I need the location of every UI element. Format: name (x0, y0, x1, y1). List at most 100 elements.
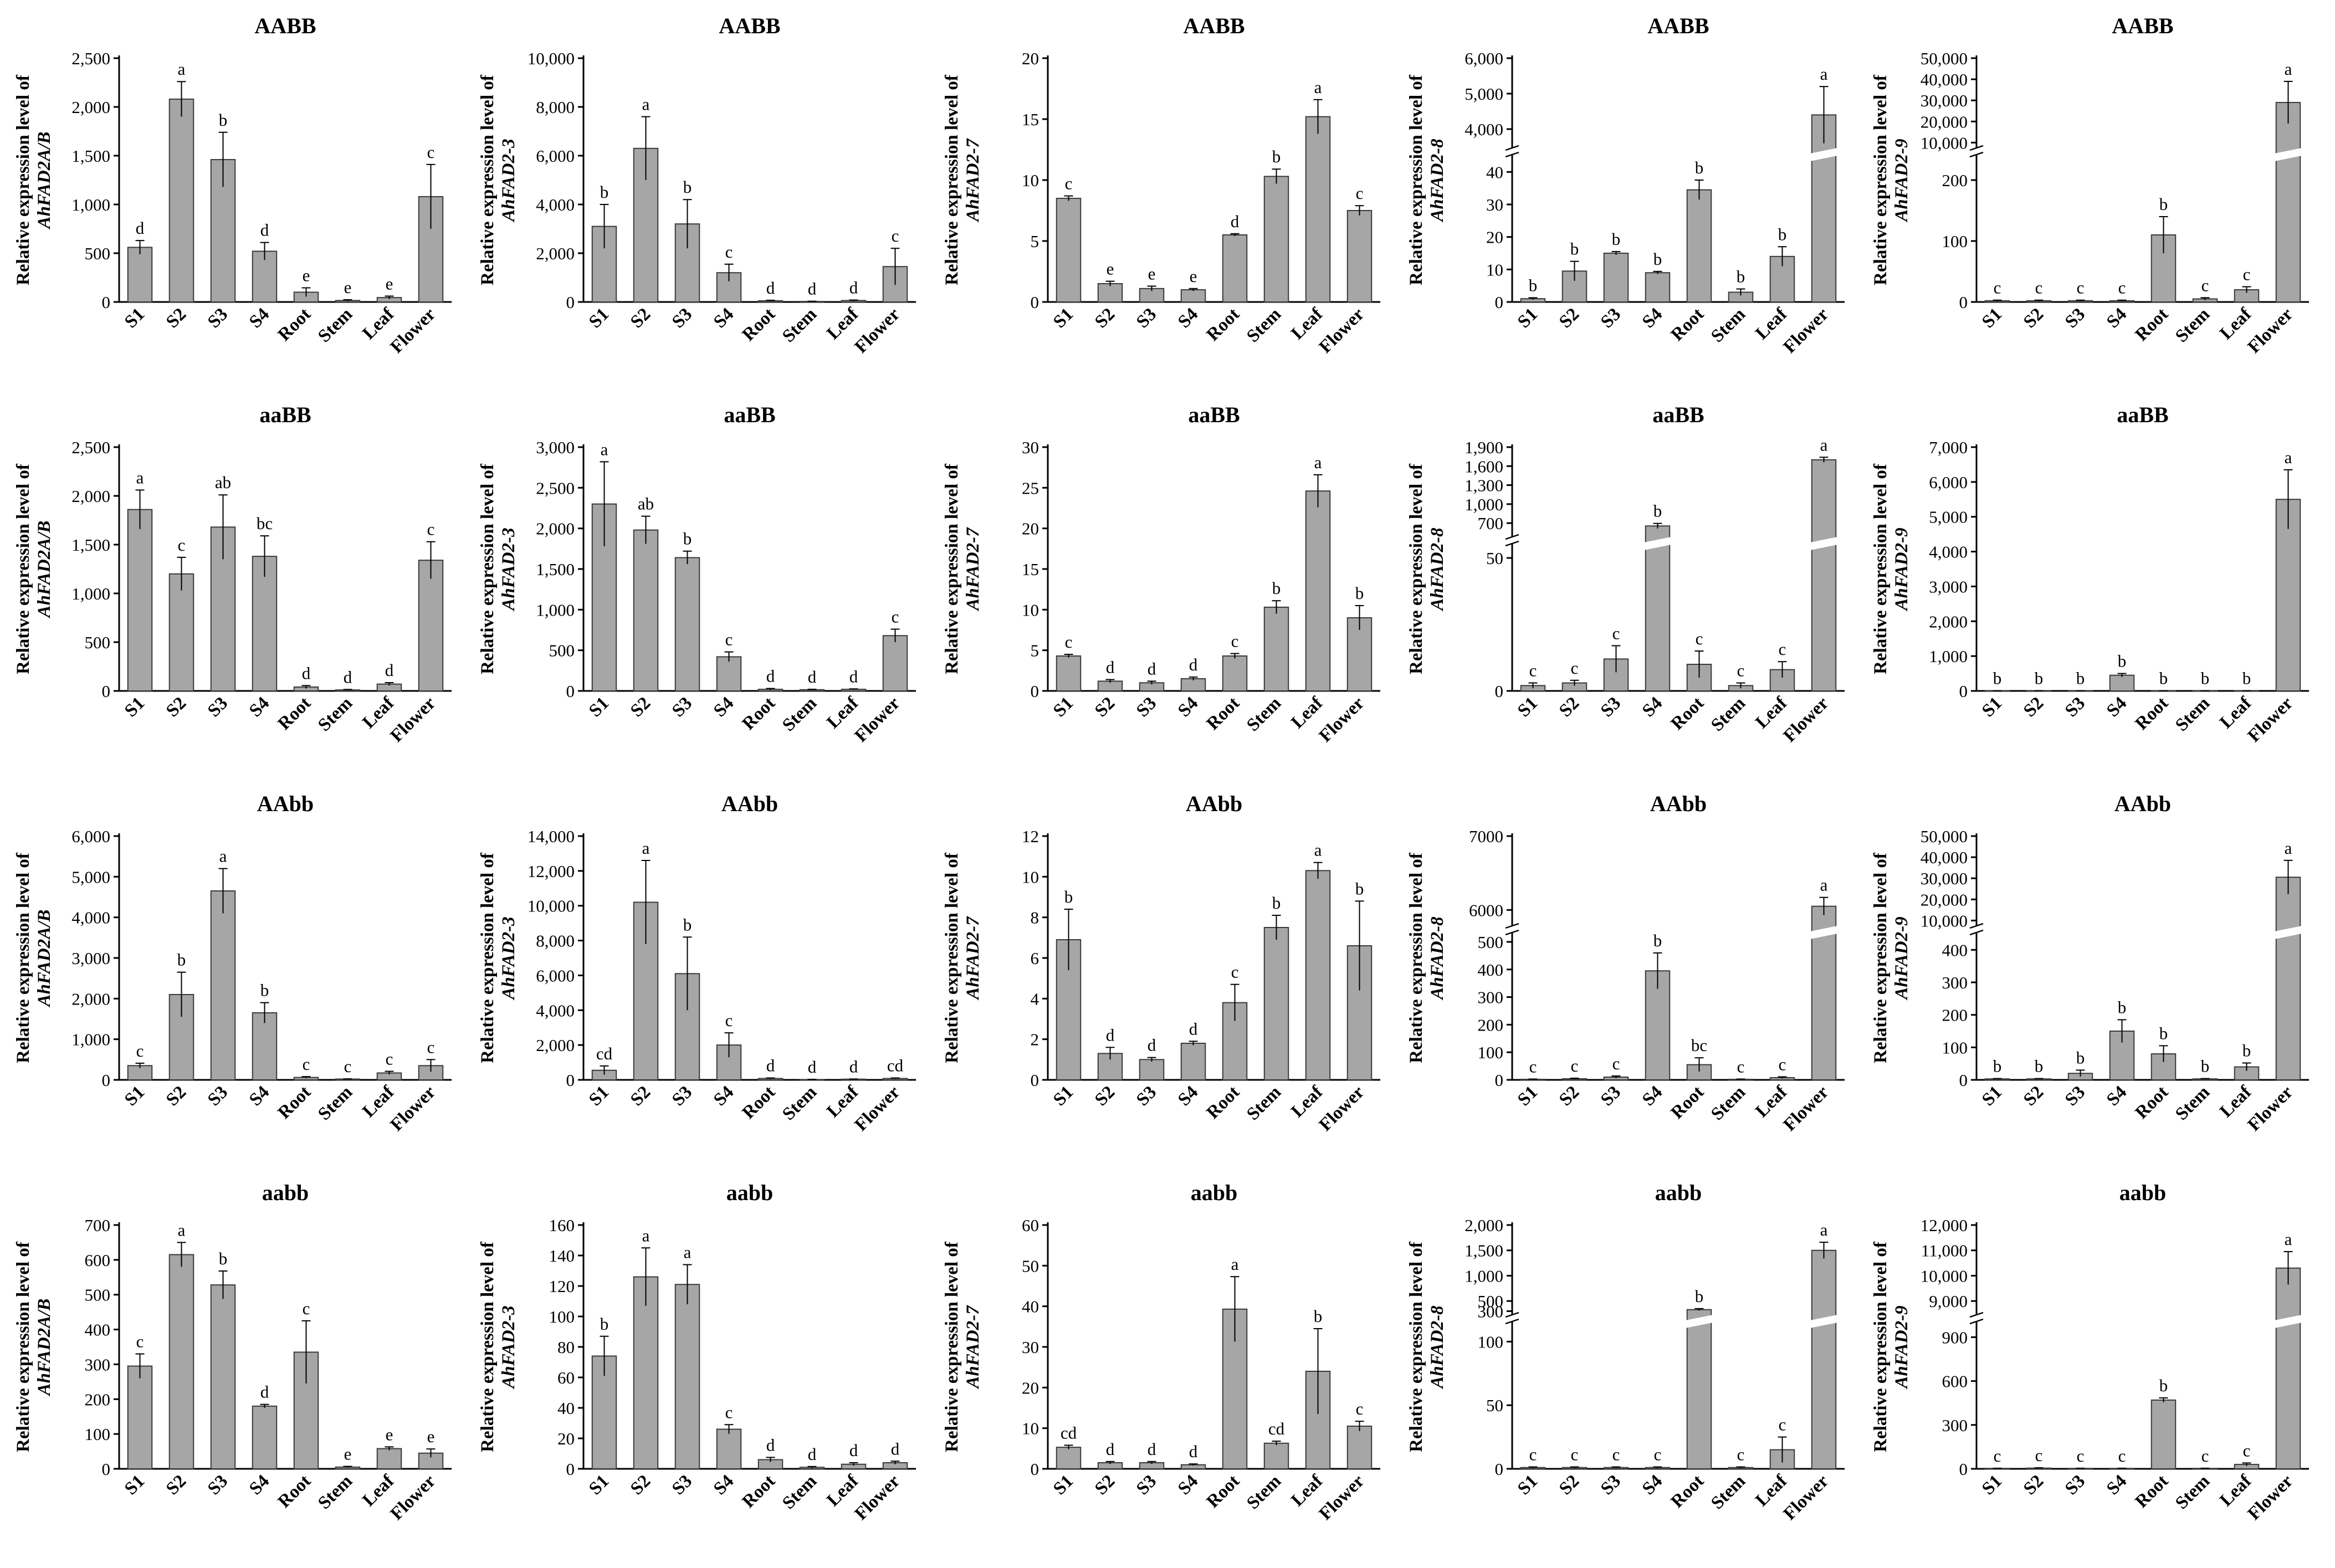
chart-title: aabb (726, 1180, 774, 1205)
x-tick-label: S2 (162, 1471, 190, 1499)
significance-letter: c (2035, 278, 2043, 298)
y-tick-label: 10 (1486, 260, 1503, 279)
x-tick-label: Root (1667, 304, 1708, 345)
x-tick-label: S1 (121, 1082, 149, 1110)
y-tick-label: 11,000 (1921, 1241, 1968, 1260)
bar-break-gap (2274, 1315, 2302, 1328)
y-tick-label: 1,500 (71, 535, 110, 555)
bar (376, 1448, 402, 1469)
bar (1263, 927, 1289, 1080)
x-tick-label: S2 (1555, 693, 1583, 721)
x-tick-label: S4 (245, 693, 273, 721)
chart-panel: AAbb Relative expression level of AhFAD2-7… (942, 791, 1380, 1135)
y-tick-label: 50,000 (1921, 49, 1968, 68)
significance-letter: c (2035, 1446, 2043, 1465)
y-tick-label: 1,500 (536, 560, 575, 579)
y-axis-label: Relative expression level of (478, 1241, 498, 1452)
significance-letter: a (642, 1226, 650, 1245)
y-axis-gene-label: AhFAD2-3 (499, 916, 519, 1000)
y-tick-label: 2,000 (71, 486, 110, 506)
y-tick-label: 4,000 (1929, 542, 1968, 562)
significance-letter: b (1695, 1287, 1704, 1306)
significance-letter: c (1571, 1056, 1579, 1075)
x-tick-label: S2 (627, 304, 654, 332)
y-axis-gene-label: AhFAD2-3 (499, 527, 519, 611)
y-tick-label: 0 (566, 1459, 575, 1479)
bar-break-gap (1810, 926, 1838, 939)
significance-letter: b (2242, 1041, 2251, 1060)
y-tick-label: 100 (1942, 232, 1968, 251)
y-tick-label: 15 (1022, 560, 1039, 579)
y-tick-label: 500 (85, 633, 111, 652)
y-tick-label: 400 (85, 1320, 111, 1340)
y-tick-label: 4,000 (536, 1001, 575, 1020)
y-tick-label: 20 (1022, 1378, 1039, 1397)
significance-letter: c (427, 1037, 435, 1057)
x-tick-label: S2 (162, 1082, 190, 1110)
x-tick-label: S3 (1133, 693, 1160, 721)
x-tick-label: S2 (627, 1471, 654, 1499)
y-tick-label: 100 (85, 1424, 111, 1444)
chart-panel: AABB Relative expression level of AhFAD2A/… (13, 13, 452, 357)
x-tick-label: Flower (1780, 1082, 1832, 1135)
y-tick-label: 15 (1022, 110, 1039, 129)
y-tick-label: 0 (102, 681, 111, 701)
significance-letter: b (683, 177, 692, 197)
bar (882, 635, 908, 691)
y-tick-label: 0 (1959, 293, 1968, 312)
x-tick-label: S1 (1049, 304, 1077, 332)
bar (716, 1428, 742, 1469)
y-tick-label: 10 (1022, 1419, 1039, 1438)
y-axis-label: Relative expression level of (478, 74, 498, 285)
bar (1603, 253, 1629, 303)
x-tick-label: S4 (2103, 1471, 2131, 1499)
y-tick-label: 10 (1022, 600, 1039, 619)
y-axis-gene-label: AhFAD2-7 (963, 1305, 983, 1390)
y-tick-label: 1,000 (71, 195, 110, 214)
y-axis-label: Relative expression level of (13, 852, 33, 1063)
axis-break-gap (1509, 926, 1515, 932)
x-tick-label: Root (739, 1471, 779, 1511)
x-tick-label: S1 (1978, 304, 2006, 332)
bar (1056, 655, 1082, 691)
y-tick-label: 6,000 (536, 966, 575, 985)
x-tick-label: S1 (585, 1471, 613, 1499)
bar (1305, 870, 1331, 1080)
chart-panel: AAbb Relative expression level of AhFAD2-9… (1871, 791, 2309, 1135)
bar (168, 573, 194, 691)
y-tick-label: 200 (1942, 171, 1968, 190)
y-axis-label: Relative expression level of (1871, 1241, 1891, 1452)
x-tick-label: S1 (585, 693, 613, 721)
bar (127, 509, 153, 691)
significance-letter: d (1106, 1439, 1115, 1459)
significance-letter: c (1231, 632, 1239, 651)
y-axis-gene-label: AhFAD2A/B (34, 910, 54, 1008)
x-tick-label: S3 (1133, 1471, 1160, 1499)
chart-panel: AABB Relative expression level of AhFAD2-9… (1871, 13, 2309, 357)
significance-letter: a (1820, 1220, 1828, 1239)
axis-break-mark (1505, 151, 1519, 158)
chart-panel: AAbb Relative expression level of AhFAD2-8… (1406, 791, 1845, 1135)
y-tick-label: 500 (85, 244, 111, 263)
significance-letter: e (386, 1424, 393, 1444)
y-axis-label: Relative expression level of (1871, 852, 1891, 1063)
significance-letter: c (1529, 1057, 1537, 1077)
x-tick-label: S3 (1597, 693, 1625, 721)
significance-letter: d (808, 279, 817, 299)
x-tick-label: S1 (1514, 304, 1542, 332)
x-tick-label: S3 (668, 693, 696, 721)
y-tick-label: 5 (1031, 232, 1040, 251)
bar (127, 1365, 153, 1470)
y-axis-label: Relative expression level of (942, 852, 962, 1063)
x-tick-label: S2 (2020, 1082, 2047, 1110)
axis-break-gap (1973, 1315, 1980, 1321)
x-tick-label: S2 (2020, 1471, 2047, 1499)
x-tick-label: S3 (2061, 1471, 2089, 1499)
bar (127, 247, 153, 303)
axis-break-mark (1505, 540, 1519, 547)
bar (2275, 499, 2301, 692)
significance-letter: cd (596, 1044, 613, 1063)
x-tick-label: Stem (779, 304, 821, 346)
y-axis-gene-label: AhFAD2-7 (963, 916, 983, 1001)
significance-letter: b (1737, 267, 1745, 286)
